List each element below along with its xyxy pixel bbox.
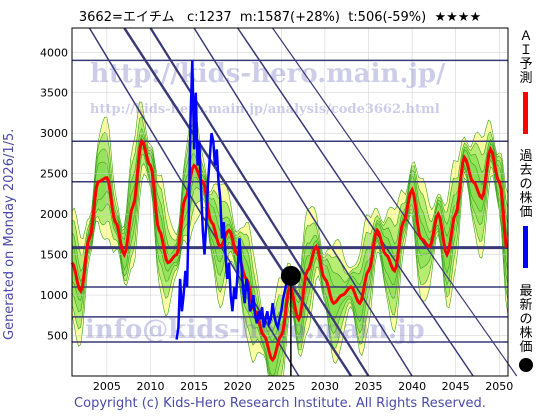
x-tick-2050: 2050: [485, 380, 513, 393]
current-marker-dot: [280, 265, 301, 286]
trend-line-5: [123, 27, 353, 377]
axes: [71, 27, 509, 377]
x-tick-2045: 2045: [442, 380, 470, 393]
copyright: Copyright (c) Kids-Hero Research Institu…: [74, 396, 486, 411]
series-layer: [70, 60, 508, 363]
y-tick-2500: 2500: [40, 168, 68, 181]
y-tick-2000: 2000: [40, 208, 68, 221]
x-tick-2035: 2035: [354, 380, 382, 393]
trend-line-3: [272, 27, 518, 377]
y-tick-1500: 1500: [40, 249, 68, 262]
trend-line-2: [237, 27, 474, 377]
x-tick-2030: 2030: [311, 380, 339, 393]
x-tick-2020: 2020: [224, 380, 252, 393]
plot-frame: [71, 27, 509, 377]
legend-past-swatch: [523, 226, 528, 268]
legend-latest-label: 最新の株価: [519, 284, 533, 355]
past-price-line: [175, 60, 292, 340]
x-tick-2005: 2005: [93, 380, 121, 393]
y-tick-3500: 3500: [40, 87, 68, 100]
legend-past-label: 過去の株価: [519, 149, 533, 220]
legend-latest-dot: [519, 358, 533, 372]
x-tick-2010: 2010: [136, 380, 164, 393]
grid-lines: [72, 28, 508, 376]
trend-line-1: [193, 27, 413, 377]
watermark-1: http://kids-hero.main.jp/analysis/code36…: [90, 102, 440, 117]
trend-line-0: [149, 27, 370, 377]
x-tick-2015: 2015: [180, 380, 208, 393]
chart-title: 3662=エイチム c:1237 m:1587(+28%) t:506(-59%…: [78, 10, 482, 25]
y-tick-1000: 1000: [40, 289, 68, 302]
trend-lines: [88, 27, 518, 377]
y-tick-4000: 4000: [40, 46, 68, 59]
tick-labels: 2005 2010 2015 2020 2025 2030 2035 2040 2045 2050…: [40, 46, 513, 393]
legend-ai-swatch: [523, 92, 528, 134]
x-tick-2040: 2040: [398, 380, 426, 393]
watermark-layer: http://kids-hero.main.jp/http://kids-her…: [85, 59, 446, 345]
y-tick-500: 500: [47, 330, 68, 343]
y-tick-3000: 3000: [40, 127, 68, 140]
current-price-marker: [280, 265, 301, 376]
x-tick-2025: 2025: [267, 380, 295, 393]
generated-date: Generated on Monday 2026/1/5.: [2, 128, 17, 340]
ai-forecast-line: [70, 137, 508, 363]
watermark-2: info@kids-hero.main.jp: [85, 315, 425, 345]
